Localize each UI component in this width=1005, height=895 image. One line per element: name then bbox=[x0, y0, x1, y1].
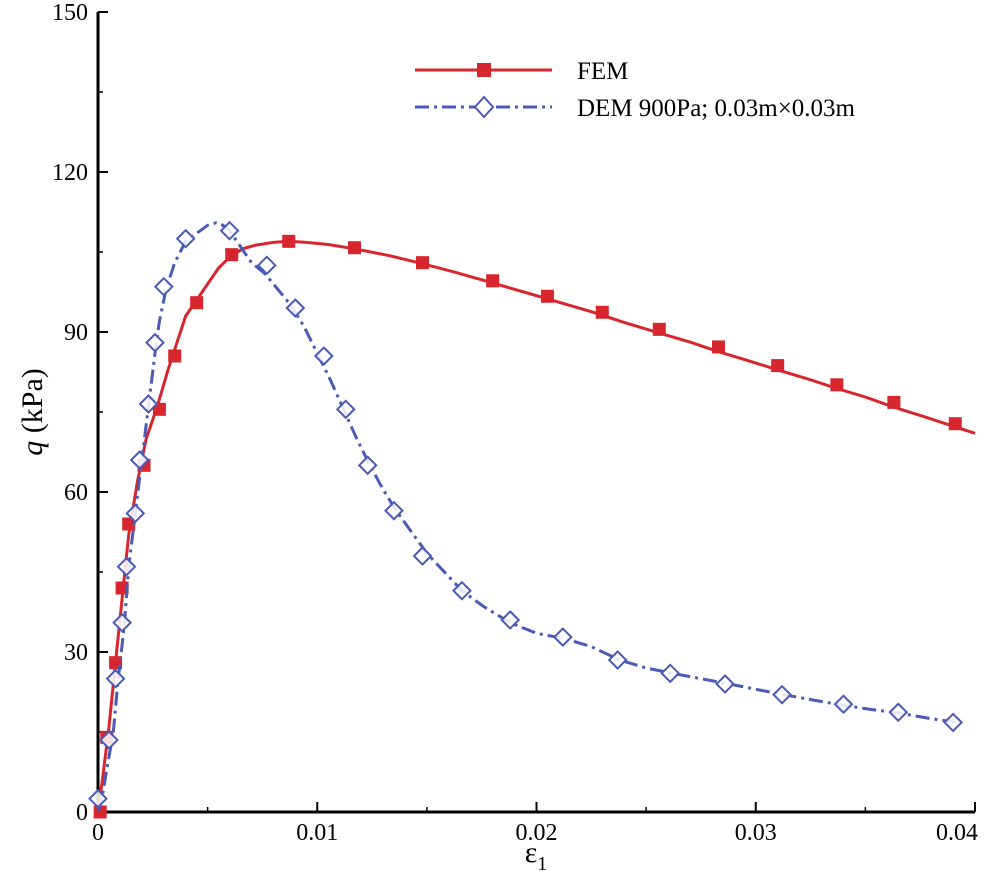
data-point-diamond bbox=[99, 730, 119, 750]
legend-marker-dem bbox=[473, 95, 495, 119]
data-point-square bbox=[225, 248, 239, 262]
x-tick-label: 0 bbox=[92, 820, 104, 846]
data-point-diamond bbox=[888, 702, 909, 723]
data-point-square bbox=[595, 305, 609, 319]
x-tick-label: 0.04 bbox=[936, 820, 978, 846]
legend-label-fem: FEM bbox=[577, 58, 628, 85]
legend: FEM DEM 900Pa; 0.03m×0.03m bbox=[415, 58, 856, 122]
y-axis-title-symbol: q bbox=[16, 441, 49, 456]
data-point-square bbox=[190, 296, 204, 310]
series-layer bbox=[88, 220, 976, 819]
data-point-diamond bbox=[384, 500, 404, 521]
y-axis-title-unit: (kPa) bbox=[16, 368, 49, 440]
y-tick-label: 90 bbox=[64, 320, 88, 346]
data-point-square bbox=[771, 359, 785, 373]
data-point-diamond bbox=[112, 612, 133, 633]
data-point-square bbox=[486, 274, 500, 288]
data-point-diamond bbox=[715, 674, 735, 694]
data-point-diamond bbox=[357, 455, 378, 476]
y-tick-label: 30 bbox=[64, 640, 88, 666]
data-point-square bbox=[168, 349, 182, 363]
y-tick-label: 0 bbox=[76, 800, 88, 826]
data-point-diamond bbox=[772, 684, 792, 705]
data-point-diamond bbox=[412, 546, 433, 566]
y-tick-label: 60 bbox=[64, 480, 88, 506]
data-point-diamond bbox=[175, 228, 196, 249]
y-axis-title: q (kPa) bbox=[16, 368, 49, 455]
y-ticks: 0 30 60 90 120 150 bbox=[52, 0, 108, 826]
data-point-diamond bbox=[452, 580, 472, 601]
data-point-square bbox=[887, 395, 901, 409]
data-point-square bbox=[711, 340, 725, 354]
data-point-diamond bbox=[116, 556, 137, 577]
legend-entry-fem: FEM bbox=[415, 58, 628, 85]
data-point-diamond bbox=[256, 255, 277, 276]
x-axis-title-subscript: 1 bbox=[537, 853, 547, 875]
y-tick-label: 150 bbox=[52, 0, 88, 26]
data-point-diamond bbox=[335, 399, 356, 420]
series-line-0 bbox=[96, 239, 976, 813]
y-tick-label: 120 bbox=[52, 160, 88, 186]
x-tick-label: 0.02 bbox=[516, 820, 558, 846]
data-point-square bbox=[948, 417, 962, 431]
x-ticks: 0 0.01 0.02 0.03 0.04 bbox=[92, 802, 978, 846]
data-point-diamond bbox=[943, 712, 963, 733]
data-point-square bbox=[122, 517, 136, 531]
data-point-diamond bbox=[105, 668, 126, 689]
data-point-square bbox=[540, 289, 554, 303]
x-axis-title: ε1 bbox=[525, 836, 548, 875]
data-point-square bbox=[93, 805, 107, 819]
data-point-diamond bbox=[552, 627, 573, 647]
data-point-diamond bbox=[129, 450, 150, 470]
data-point-diamond bbox=[607, 650, 628, 670]
data-point-diamond bbox=[833, 694, 854, 715]
series-line-1 bbox=[96, 221, 958, 813]
legend-marker-fem bbox=[477, 63, 491, 77]
data-point-diamond bbox=[88, 788, 108, 809]
data-point-diamond bbox=[500, 610, 521, 630]
data-point-diamond bbox=[145, 332, 165, 353]
data-point-diamond bbox=[138, 394, 159, 414]
data-point-diamond bbox=[219, 220, 240, 241]
data-point-square bbox=[415, 256, 429, 270]
x-tick-label: 0.03 bbox=[735, 820, 777, 846]
data-point-square bbox=[348, 241, 362, 255]
legend-entry-dem: DEM 900Pa; 0.03m×0.03m bbox=[415, 95, 856, 122]
data-point-diamond bbox=[285, 298, 306, 318]
data-point-square bbox=[652, 322, 666, 336]
data-point-diamond bbox=[660, 663, 681, 684]
data-point-diamond bbox=[313, 346, 334, 366]
x-tick-label: 0.01 bbox=[296, 820, 338, 846]
legend-label-dem: DEM 900Pa; 0.03m×0.03m bbox=[577, 95, 856, 122]
data-point-diamond bbox=[153, 276, 174, 297]
x-axis-title-main: ε bbox=[525, 836, 538, 869]
data-point-square bbox=[282, 234, 296, 248]
data-point-diamond bbox=[125, 503, 146, 524]
data-point-square bbox=[830, 378, 844, 392]
